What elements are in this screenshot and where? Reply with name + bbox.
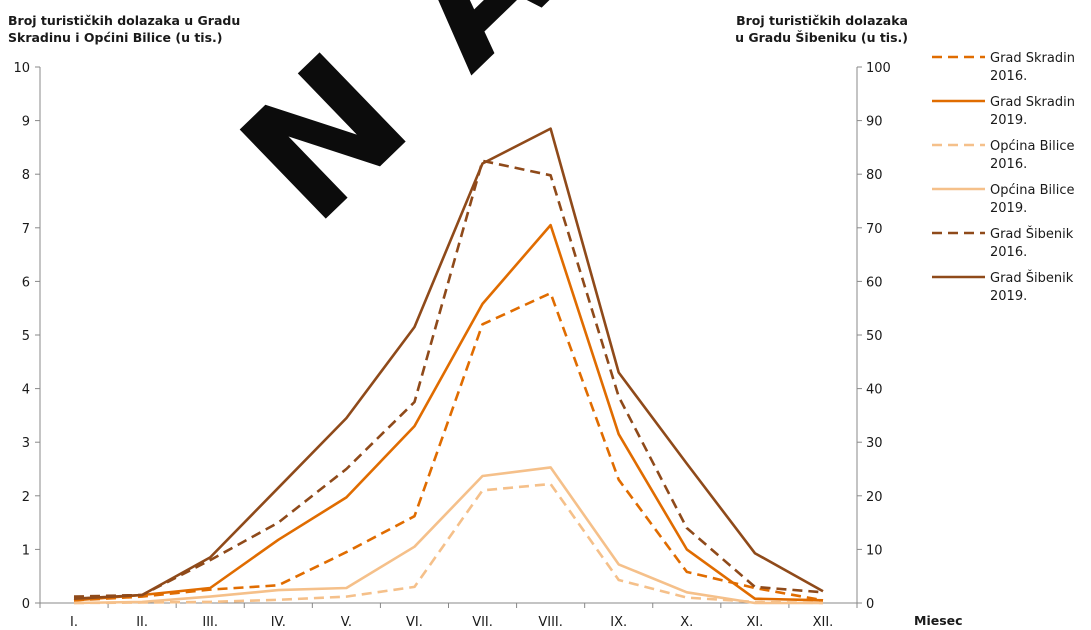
series-line — [73, 159, 824, 598]
x-tick-label: IX. — [610, 615, 627, 630]
legend-label: Općina Bilice — [990, 183, 1074, 198]
legend-label-year: 2016. — [990, 69, 1027, 84]
right-tick-label: 70 — [866, 222, 883, 237]
left-tick-label: 6 — [22, 275, 30, 290]
x-tick-label: II. — [136, 615, 148, 630]
right-tick-label: 40 — [866, 383, 883, 398]
watermark-letter-a: A — [362, 0, 594, 106]
legend-label: Grad Skradin — [990, 51, 1075, 66]
series-line — [73, 223, 824, 602]
left-tick-label: 5 — [22, 329, 30, 344]
left-y-axis: 0 1 2 3 4 5 6 7 8 9 10 — [13, 61, 40, 612]
right-tick-label: 100 — [866, 61, 891, 76]
right-y-axis: 0 10 20 30 40 50 60 70 80 90 100 — [857, 61, 891, 612]
right-tick-label: 60 — [866, 275, 883, 290]
right-tick-label: 0 — [866, 597, 874, 612]
left-tick-label: 8 — [22, 168, 30, 183]
left-axis-title-line-2: Skradinu i Općini Bilice (u tis.) — [8, 30, 222, 45]
right-axis-title: Broj turističkih dolazaka u Gradu Šibeni… — [735, 13, 908, 45]
series-line — [73, 291, 824, 602]
left-tick-label: 10 — [13, 61, 30, 76]
watermark-letter-n: N — [205, 18, 445, 259]
legend-label: Općina Bilice — [990, 139, 1074, 154]
x-tick-label: XII. — [813, 615, 834, 630]
right-axis-title-line-2: u Gradu Šibeniku (u tis.) — [735, 30, 908, 45]
right-tick-label: 50 — [866, 329, 883, 344]
left-tick-label: 1 — [22, 543, 30, 558]
left-axis-title: Broj turističkih dolazaka u Gradu Skradi… — [8, 13, 240, 45]
left-tick-label: 3 — [22, 436, 30, 451]
right-axis-title-line-1: Broj turističkih dolazaka — [736, 13, 908, 28]
legend-label: Grad Šibenik — [990, 226, 1074, 242]
left-tick-label: 9 — [22, 115, 30, 130]
x-tick-label: VII. — [472, 615, 493, 630]
series-line — [73, 466, 823, 605]
x-tick-label: VIII. — [538, 615, 563, 630]
x-tick-label: I. — [70, 615, 78, 630]
series-lines — [73, 127, 824, 605]
left-tick-label: 2 — [22, 490, 30, 505]
x-tick-label: IV. — [271, 615, 286, 630]
legend-label-year: 2019. — [990, 289, 1027, 304]
x-axis-title: Miesec — [914, 613, 963, 628]
right-tick-label: 90 — [866, 115, 883, 130]
x-tick-label: V. — [341, 615, 352, 630]
right-tick-label: 10 — [866, 543, 883, 558]
x-axis: I. II. III. IV. V. VI. VII. VIII. IX. X. XI. XII. — [39, 603, 858, 630]
axes — [39, 67, 858, 604]
left-tick-label: 0 — [22, 597, 30, 612]
left-axis-title-line-1: Broj turističkih dolazaka u Gradu — [8, 13, 240, 28]
right-tick-label: 80 — [866, 168, 883, 183]
right-tick-label: 30 — [866, 436, 883, 451]
left-tick-label: 7 — [22, 222, 30, 237]
legend-label-year: 2019. — [990, 201, 1027, 216]
series-line — [73, 482, 824, 605]
series-line — [73, 127, 824, 600]
x-tick-label: VI. — [406, 615, 423, 630]
x-tick-label: XI. — [746, 615, 763, 630]
legend-label-year: 2016. — [990, 245, 1027, 260]
x-tick-label: X. — [680, 615, 693, 630]
legend-label: Grad Skradin — [990, 95, 1075, 110]
legend: Grad Skradin 2016. Grad Skradin 2019. Općina… — [932, 51, 1075, 304]
left-tick-label: 4 — [22, 383, 30, 398]
legend-label-year: 2019. — [990, 113, 1027, 128]
x-tick-label: III. — [202, 615, 218, 630]
legend-label: Grad Šibenik — [990, 270, 1074, 286]
watermark: N A — [205, 0, 593, 259]
right-tick-label: 20 — [866, 490, 883, 505]
legend-label-year: 2016. — [990, 157, 1027, 172]
